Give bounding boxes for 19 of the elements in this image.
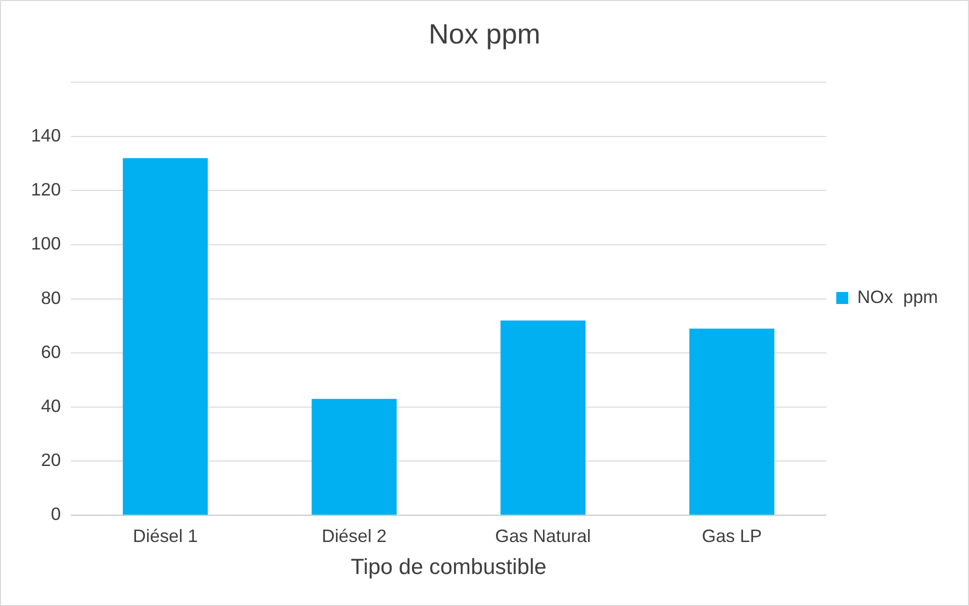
y-tick-label: 0	[50, 504, 61, 524]
bar	[122, 158, 208, 515]
y-tick-label: 60	[40, 342, 61, 362]
legend-label: NOx ppm	[857, 286, 938, 307]
y-tick-label: 20	[40, 450, 61, 470]
y-tick-label: 40	[40, 396, 61, 416]
y-tick-label: 120	[30, 180, 61, 200]
x-tick-label: Gas Natural	[495, 526, 591, 546]
x-tick-label: Diésel 1	[132, 526, 198, 546]
y-tick-label: 140	[30, 125, 61, 146]
chart-title: Nox ppm	[428, 18, 540, 50]
y-tick-label: 100	[30, 234, 61, 254]
bar	[312, 398, 397, 515]
x-axis-title: Tipo de combustible	[350, 554, 546, 579]
bar	[500, 320, 586, 515]
bar	[689, 328, 774, 515]
x-tick-label: Gas LP	[702, 526, 762, 546]
y-tick-label: 80	[40, 288, 61, 308]
x-tick-label: Diésel 2	[322, 526, 387, 546]
